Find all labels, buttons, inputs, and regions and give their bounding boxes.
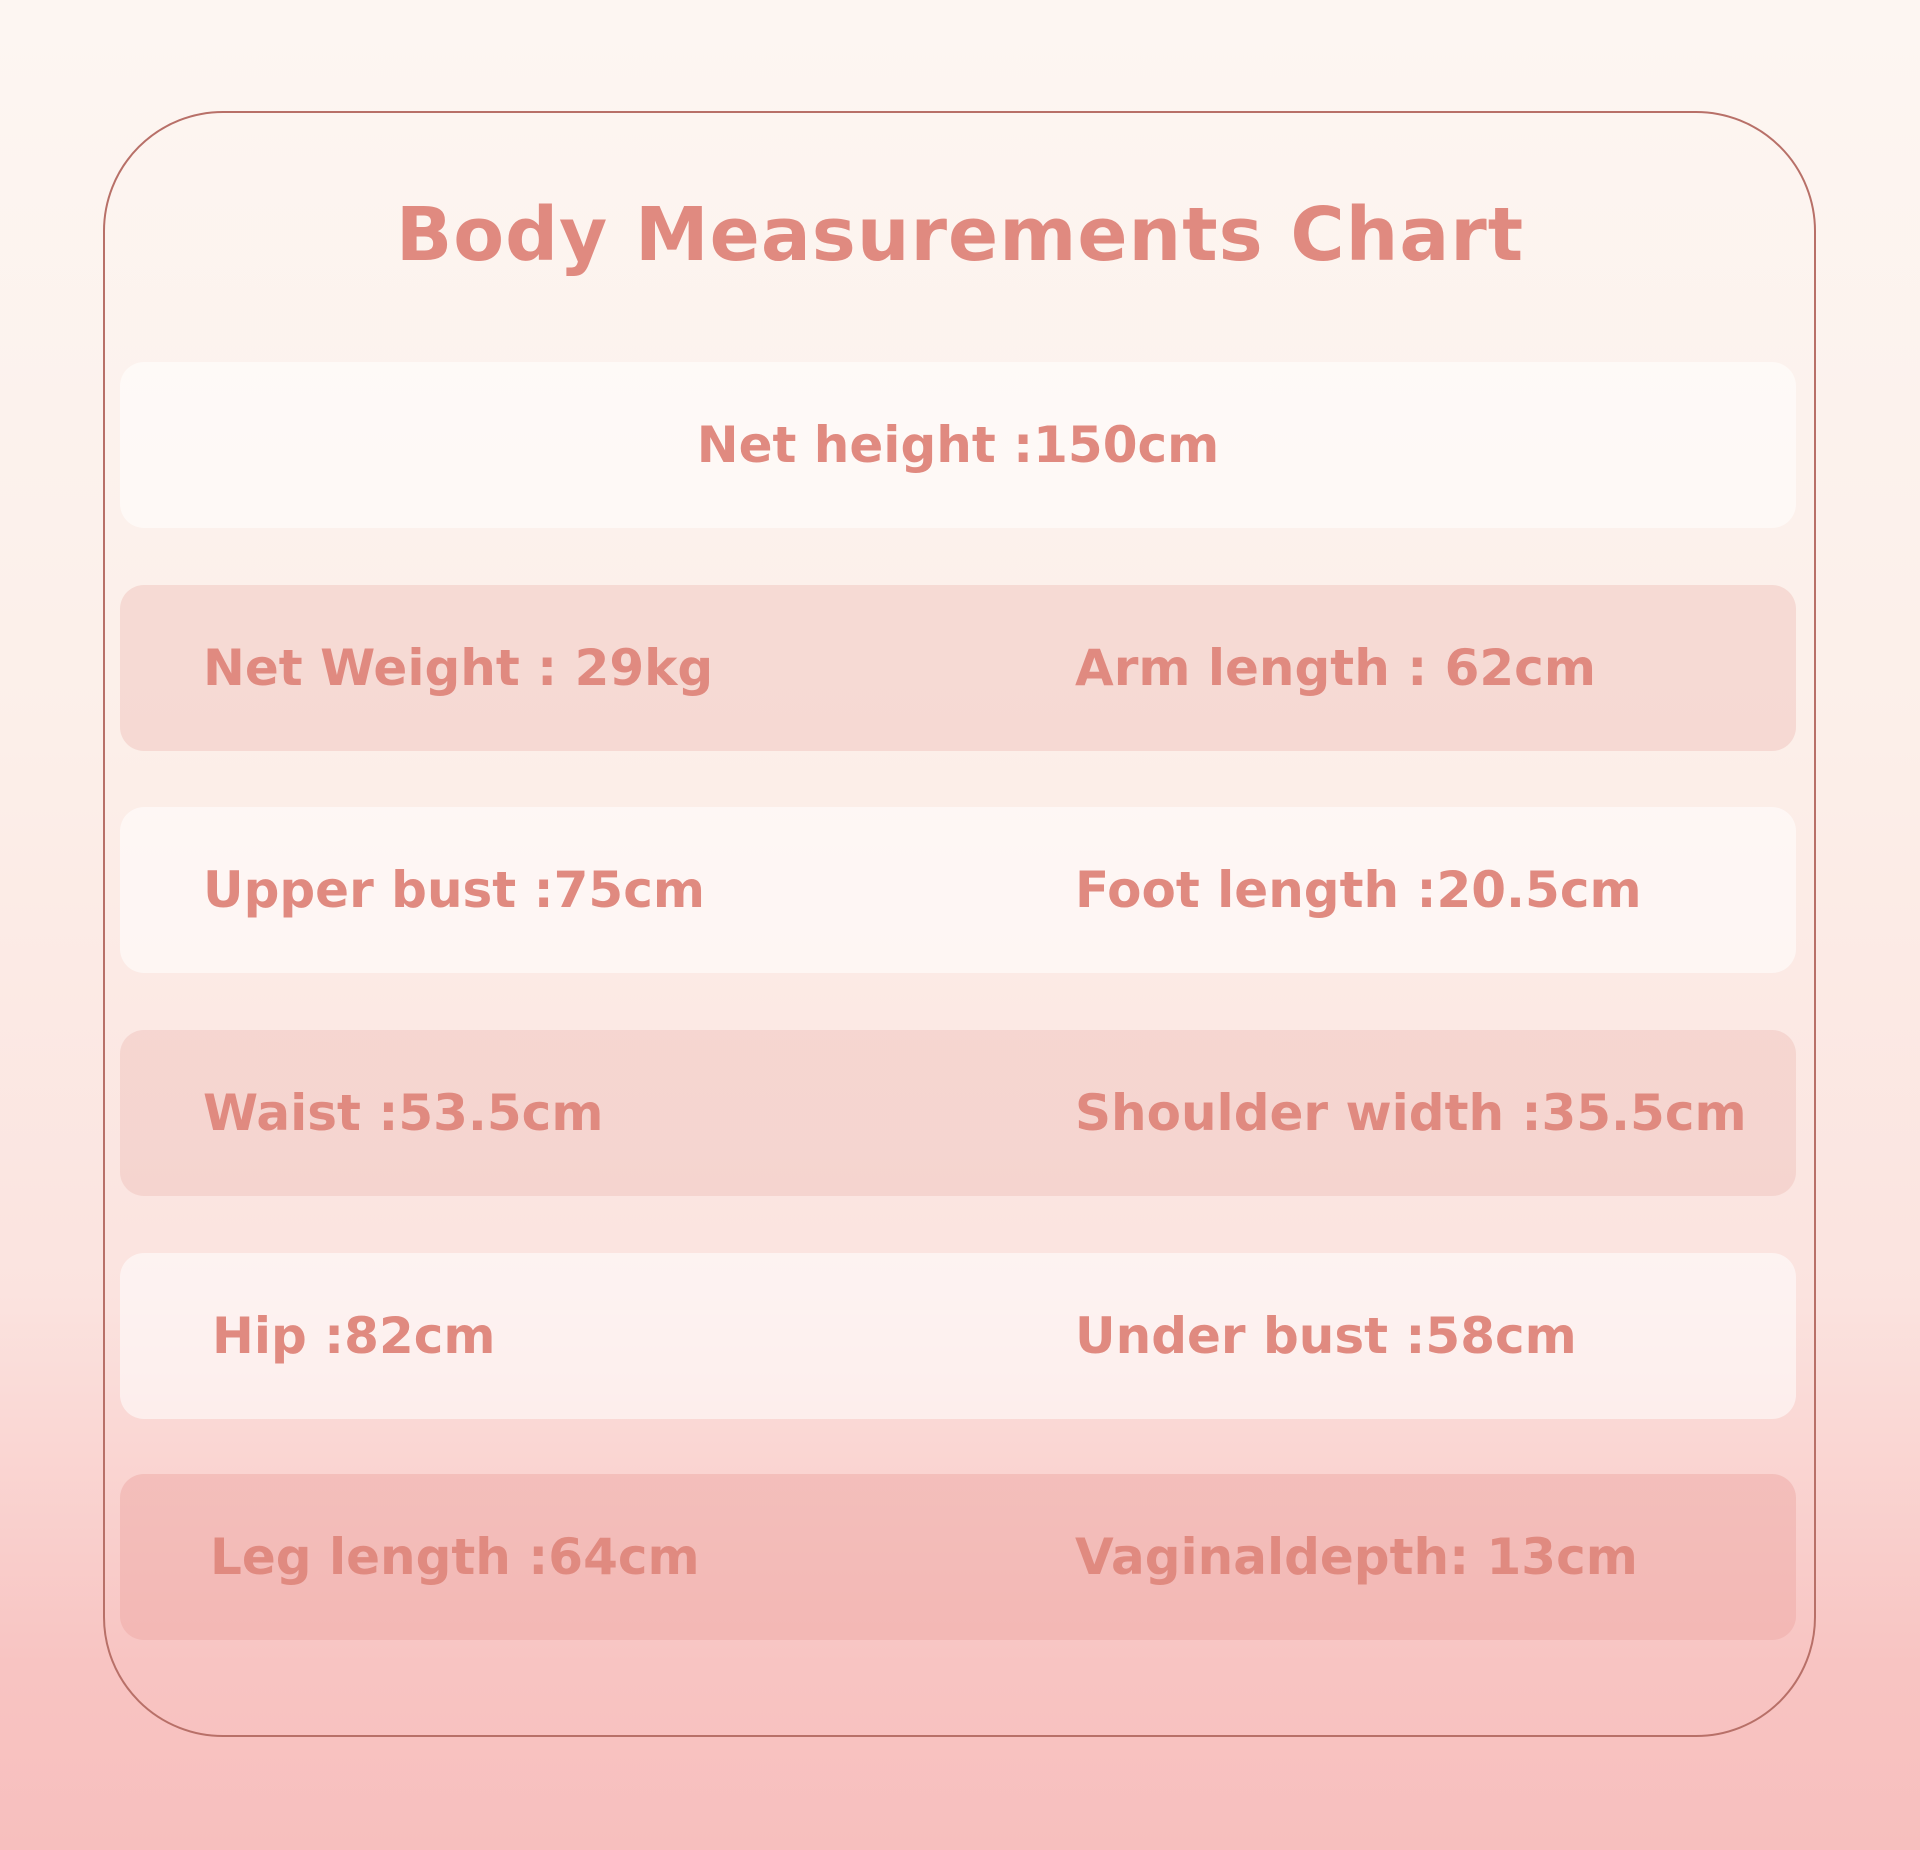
arm-length-value: Arm length : 62cm: [1075, 639, 1596, 697]
row-net-height: Net height :150cm: [120, 362, 1796, 528]
page-title: Body Measurements Chart: [395, 192, 1525, 278]
chart-card: [103, 111, 1816, 1737]
row-bust-foot: Upper bust :75cm Foot length :20.5cm: [120, 807, 1796, 973]
row-weight-arm: Net Weight : 29kg Arm length : 62cm: [120, 585, 1796, 751]
row-waist-shoulder: Waist :53.5cm Shoulder width :35.5cm: [120, 1030, 1796, 1196]
foot-length-value: Foot length :20.5cm: [1075, 861, 1642, 919]
row-leg-depth: Leg length :64cm Vaginaldepth: 13cm: [120, 1474, 1796, 1640]
shoulder-width-value: Shoulder width :35.5cm: [1075, 1084, 1747, 1142]
waist-value: Waist :53.5cm: [203, 1084, 604, 1142]
leg-length-value: Leg length :64cm: [210, 1528, 700, 1586]
net-height-value: Net height :150cm: [696, 416, 1220, 474]
vaginal-depth-value: Vaginaldepth: 13cm: [1075, 1528, 1638, 1586]
hip-value: Hip :82cm: [212, 1307, 496, 1365]
net-weight-value: Net Weight : 29kg: [203, 639, 714, 697]
under-bust-value: Under bust :58cm: [1075, 1307, 1577, 1365]
upper-bust-value: Upper bust :75cm: [203, 861, 705, 919]
row-hip-underbust: Hip :82cm Under bust :58cm: [120, 1253, 1796, 1419]
